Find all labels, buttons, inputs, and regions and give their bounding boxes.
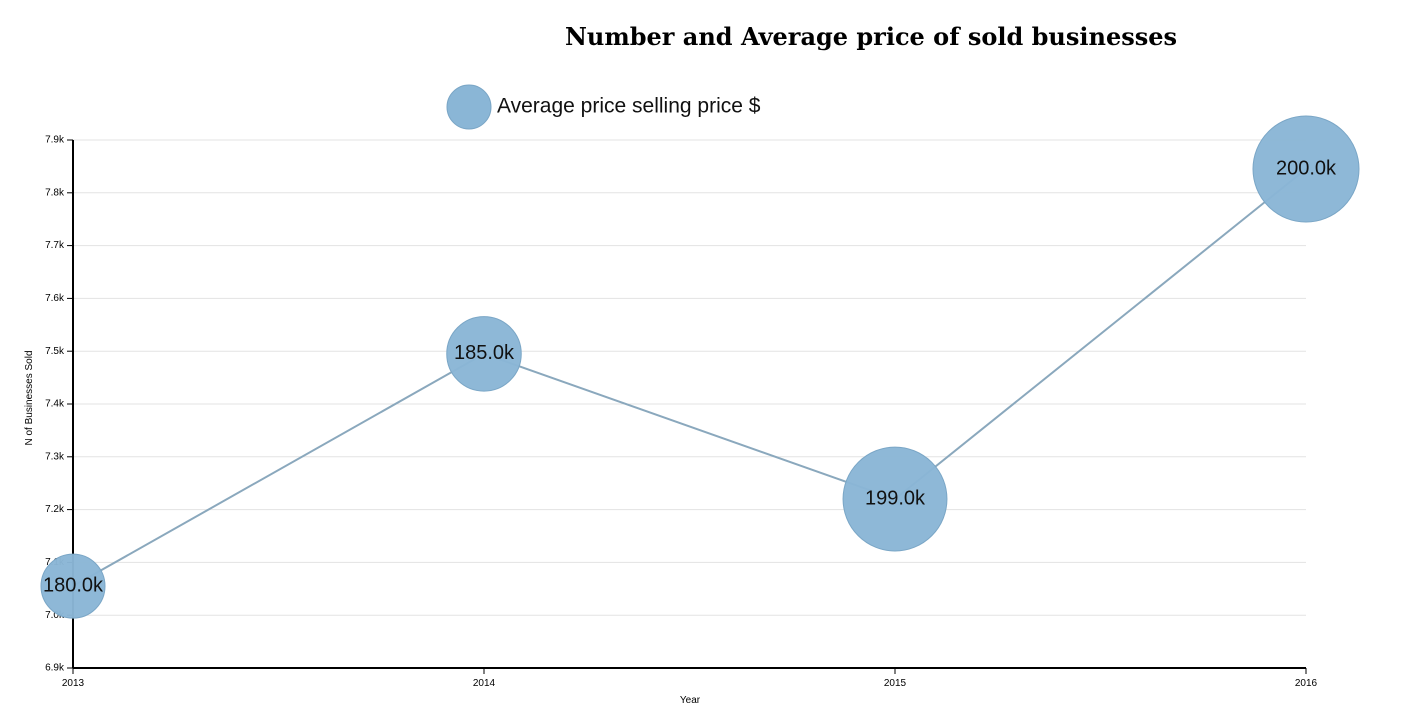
legend: Average price selling price $ — [446, 84, 761, 130]
series-line-path — [72, 168, 1307, 588]
legend-label: Average price selling price $ — [497, 95, 761, 118]
y-tick-label: 7.3k — [45, 451, 65, 462]
x-axis: 2013 2014 2015 2016 — [62, 667, 1318, 689]
y-tick-label: 7.2k — [45, 504, 65, 515]
bubble[interactable] — [842, 446, 948, 552]
x-axis-label: Year — [680, 695, 701, 706]
bubble-label: 199.0k — [865, 487, 926, 509]
x-tick-label: 2016 — [1295, 678, 1318, 689]
bubble[interactable] — [446, 316, 522, 392]
chart-title: Number and Average price of sold busines… — [565, 22, 1177, 51]
y-tick-label: 6.9k — [45, 663, 65, 674]
y-tick-label: 7.0k — [45, 610, 65, 621]
y-tick-label: 7.4k — [45, 399, 65, 410]
y-tick-label: 7.5k — [45, 346, 65, 357]
bubble[interactable] — [1252, 115, 1360, 223]
legend-swatch — [446, 84, 492, 130]
y-tick-label: 7.6k — [45, 293, 65, 304]
bubble-label: 185.0k — [454, 342, 515, 364]
bubble[interactable] — [40, 553, 106, 619]
bubble-label: 180.0k — [43, 574, 104, 596]
x-tick-label: 2015 — [884, 678, 907, 689]
y-tick-label: 7.7k — [45, 240, 65, 251]
y-axis-label: N of Businesses Sold — [24, 350, 35, 445]
series-line — [72, 168, 1307, 588]
y-tick-label: 7.9k — [45, 135, 65, 146]
bubbles: 180.0k 185.0k 199.0k 200.0k — [40, 115, 1360, 619]
bubble-label: 200.0k — [1276, 157, 1337, 179]
grid — [73, 139, 1306, 669]
x-tick-label: 2013 — [62, 678, 85, 689]
y-tick-label: 7.8k — [45, 187, 65, 198]
x-tick-label: 2014 — [473, 678, 496, 689]
